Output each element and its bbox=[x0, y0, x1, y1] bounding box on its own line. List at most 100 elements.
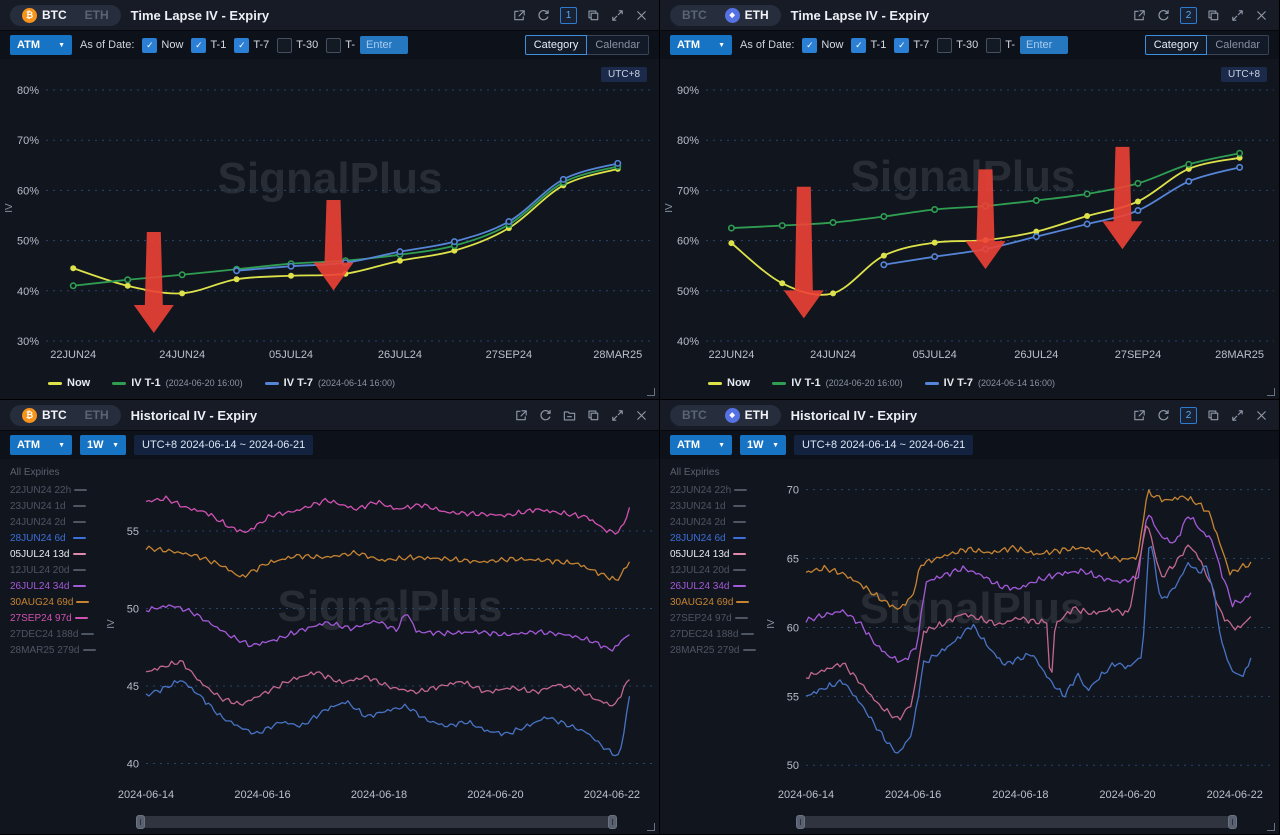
scrollbar-handle-left[interactable] bbox=[136, 815, 145, 829]
maximize-icon[interactable] bbox=[1230, 8, 1245, 23]
resize-handle-icon[interactable] bbox=[1267, 388, 1275, 396]
scrollbar-handle-right[interactable] bbox=[608, 815, 617, 829]
open-external-icon[interactable] bbox=[512, 8, 527, 23]
open-external-icon[interactable] bbox=[1132, 408, 1147, 423]
window-number-badge[interactable]: 1 bbox=[560, 6, 577, 24]
tab-btc[interactable]: ₿ BTC bbox=[14, 407, 75, 424]
checkbox-t1[interactable]: ✓ T-1 bbox=[851, 37, 886, 53]
window-controls: 2 bbox=[1132, 6, 1269, 24]
atm-dropdown[interactable]: ATM ▼ bbox=[10, 35, 72, 55]
checkbox-t-custom[interactable]: ✓T- bbox=[986, 37, 1015, 53]
time-range-scrollbar[interactable] bbox=[796, 815, 1237, 829]
refresh-icon[interactable] bbox=[1156, 8, 1171, 23]
category-view-button[interactable]: Category bbox=[524, 35, 588, 55]
expiry-item[interactable]: 05JUL24 13d bbox=[10, 546, 86, 562]
expiry-item[interactable]: 22JUN24 22h bbox=[10, 482, 88, 498]
period-dropdown[interactable]: 1W ▼ bbox=[740, 435, 786, 455]
expiry-item[interactable]: 24JUN24 2d bbox=[10, 514, 86, 530]
tab-btc[interactable]: ₿ BTC bbox=[14, 7, 75, 24]
legend-item[interactable]: IV T-1 (2024-06-20 16:00) bbox=[112, 377, 243, 389]
period-dropdown[interactable]: 1W ▼ bbox=[80, 435, 126, 455]
tab-eth[interactable]: ETH bbox=[77, 7, 117, 23]
duplicate-window-icon[interactable] bbox=[1206, 8, 1221, 23]
svg-text:26JUL24: 26JUL24 bbox=[1014, 349, 1058, 361]
t-custom-input[interactable]: Enter bbox=[1020, 36, 1069, 54]
maximize-icon[interactable] bbox=[610, 8, 625, 23]
refresh-icon[interactable] bbox=[538, 408, 553, 423]
checkbox-t-custom[interactable]: ✓T- bbox=[326, 37, 355, 53]
historical-iv-chart[interactable]: SignalPlus 70 65 60 55 50 IV 2024-06-14 2024-06-… bbox=[762, 459, 1279, 812]
expiry-item[interactable]: 27DEC24 188d bbox=[670, 626, 755, 642]
tab-eth[interactable]: ◆ ETH bbox=[717, 7, 777, 24]
panel-title: Time Lapse IV - Expiry bbox=[790, 7, 930, 23]
category-view-button[interactable]: Category bbox=[1144, 35, 1208, 55]
resize-handle-icon[interactable] bbox=[647, 388, 655, 396]
expiry-item[interactable]: 28MAR25 279d bbox=[670, 642, 756, 658]
legend-item[interactable]: IV T-7 (2024-06-14 16:00) bbox=[924, 377, 1055, 389]
tab-btc[interactable]: BTC bbox=[674, 407, 715, 423]
calendar-view-button[interactable]: Calendar bbox=[586, 35, 649, 55]
expiry-item[interactable]: 26JUL24 34d bbox=[10, 578, 86, 594]
expiry-label: 30AUG24 69d bbox=[10, 596, 74, 608]
expiry-item[interactable]: 27SEP24 97d bbox=[670, 610, 748, 626]
expiry-item[interactable]: 30AUG24 69d bbox=[10, 594, 90, 610]
atm-dropdown[interactable]: ATM ▼ bbox=[670, 435, 732, 455]
resize-handle-icon[interactable] bbox=[647, 823, 655, 831]
window-number-badge[interactable]: 2 bbox=[1180, 406, 1197, 424]
expiry-item[interactable]: 28JUN24 6d bbox=[670, 530, 746, 546]
checkbox-now[interactable]: ✓ Now bbox=[142, 37, 183, 53]
time-lapse-iv-chart[interactable]: SignalPlus 80% 70% 60% 50% 40% 30% IV 22JUN24 24J… bbox=[0, 59, 659, 367]
refresh-icon[interactable] bbox=[536, 8, 551, 23]
expiry-item[interactable]: 27DEC24 188d bbox=[10, 626, 95, 642]
legend-item[interactable]: Now bbox=[48, 377, 90, 389]
expiry-item[interactable]: 05JUL24 13d bbox=[670, 546, 746, 562]
folder-icon[interactable] bbox=[562, 408, 577, 423]
tab-eth[interactable]: ETH bbox=[77, 407, 117, 423]
window-number-badge[interactable]: 2 bbox=[1180, 6, 1197, 24]
expiry-item[interactable]: 12JUL24 20d bbox=[670, 562, 746, 578]
checkbox-t7[interactable]: ✓ T-7 bbox=[234, 37, 269, 53]
expiry-item[interactable]: 12JUL24 20d bbox=[10, 562, 86, 578]
expiry-item[interactable]: 22JUN24 22h bbox=[670, 482, 748, 498]
refresh-icon[interactable] bbox=[1156, 408, 1171, 423]
calendar-view-button[interactable]: Calendar bbox=[1206, 35, 1269, 55]
close-icon[interactable] bbox=[1254, 8, 1269, 23]
legend-item[interactable]: IV T-1 (2024-06-20 16:00) bbox=[772, 377, 903, 389]
checkbox-t1[interactable]: ✓ T-1 bbox=[191, 37, 226, 53]
t-custom-input[interactable]: Enter bbox=[360, 36, 409, 54]
resize-handle-icon[interactable] bbox=[1267, 823, 1275, 831]
checkbox-t7[interactable]: ✓ T-7 bbox=[894, 37, 929, 53]
close-icon[interactable] bbox=[1254, 408, 1269, 423]
duplicate-window-icon[interactable] bbox=[586, 8, 601, 23]
expiry-item[interactable]: 28MAR25 279d bbox=[10, 642, 96, 658]
tab-btc[interactable]: BTC bbox=[674, 7, 715, 23]
time-range-scrollbar[interactable] bbox=[136, 815, 617, 829]
close-icon[interactable] bbox=[634, 408, 649, 423]
maximize-icon[interactable] bbox=[1230, 408, 1245, 423]
maximize-icon[interactable] bbox=[610, 408, 625, 423]
expiry-item[interactable]: 24JUN24 2d bbox=[670, 514, 746, 530]
time-lapse-iv-chart[interactable]: SignalPlus 90% 80% 70% 60% 50% 40% IV 22JUN24 24J… bbox=[660, 59, 1279, 367]
checkbox-t30[interactable]: ✓T-30 bbox=[277, 37, 318, 53]
scrollbar-handle-right[interactable] bbox=[1228, 815, 1237, 829]
legend-item[interactable]: Now bbox=[708, 377, 750, 389]
expiry-item[interactable]: 27SEP24 97d bbox=[10, 610, 88, 626]
expiry-item[interactable]: 26JUL24 34d bbox=[670, 578, 746, 594]
expiry-item[interactable]: 23JUN24 1d bbox=[670, 498, 746, 514]
duplicate-window-icon[interactable] bbox=[1206, 408, 1221, 423]
tab-eth[interactable]: ◆ ETH bbox=[717, 407, 777, 424]
checkbox-t30[interactable]: ✓T-30 bbox=[937, 37, 978, 53]
historical-iv-chart[interactable]: SignalPlus 55 50 45 40 IV 2024-06-14 2024-06-16… bbox=[102, 459, 659, 812]
scrollbar-handle-left[interactable] bbox=[796, 815, 805, 829]
open-external-icon[interactable] bbox=[1132, 8, 1147, 23]
close-icon[interactable] bbox=[634, 8, 649, 23]
open-external-icon[interactable] bbox=[514, 408, 529, 423]
atm-dropdown[interactable]: ATM ▼ bbox=[10, 435, 72, 455]
expiry-item[interactable]: 23JUN24 1d bbox=[10, 498, 86, 514]
atm-dropdown[interactable]: ATM ▼ bbox=[670, 35, 732, 55]
legend-item[interactable]: IV T-7 (2024-06-14 16:00) bbox=[264, 377, 395, 389]
duplicate-window-icon[interactable] bbox=[586, 408, 601, 423]
checkbox-now[interactable]: ✓ Now bbox=[802, 37, 843, 53]
expiry-item[interactable]: 30AUG24 69d bbox=[670, 594, 750, 610]
expiry-item[interactable]: 28JUN24 6d bbox=[10, 530, 86, 546]
